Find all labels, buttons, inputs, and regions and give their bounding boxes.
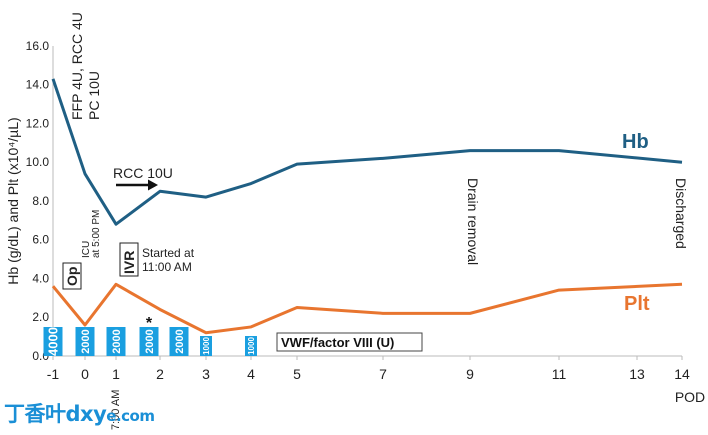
factor-legend-label: VWF/factor VIII (U) [281, 335, 394, 350]
x-tick-label: 9 [466, 366, 474, 382]
x-tick-label: 5 [293, 366, 301, 382]
factor-bar-label: 1000 [247, 337, 256, 355]
y-tick-label: 10.0 [26, 155, 50, 169]
x-tick-label: 1 [112, 366, 120, 382]
factor-bar [169, 327, 189, 356]
factor-bar [200, 336, 212, 356]
series-lines [51, 78, 683, 335]
time-note: 7:00 AM [110, 390, 122, 430]
x-tick-label: 2 [156, 366, 164, 382]
factor-legend-box [276, 332, 423, 352]
op-label: Op [64, 267, 80, 286]
discharged-note: Discharged [673, 178, 689, 249]
y-tick-label: 4.0 [32, 271, 49, 285]
y-tick-label: 2.0 [32, 310, 49, 324]
x-tick-label: 14 [674, 366, 690, 382]
y-tick-label: 12.0 [26, 116, 50, 130]
factor-bar [75, 327, 95, 356]
series-label-plt: Plt [624, 293, 650, 315]
series-label-hb: Hb [622, 131, 649, 153]
annotations: FFP 4U, RCC 4U PC 10U RCC 10U Op ICU at … [62, 12, 689, 430]
watermark-main: 丁香叶dxy [4, 402, 107, 426]
y-axis-label: Hb (g/dL) and Plt (x10⁴/µL) [5, 117, 21, 284]
factor-bar [139, 327, 159, 356]
series-line-hb [51, 78, 683, 226]
watermark-domain: e.com [106, 407, 155, 425]
series-line-plt [51, 282, 683, 335]
factor-bar [106, 327, 126, 356]
factor-bar [245, 336, 257, 356]
transfusion-note-line1: FFP 4U, RCC 4U [69, 12, 85, 120]
factor-bar-label: 2000 [144, 329, 156, 353]
x-tick-label: 0 [81, 366, 89, 382]
y-tick-label: 6.0 [32, 233, 49, 247]
factor-bar-label: 2000 [80, 329, 92, 353]
rcc-arrow-head [148, 179, 158, 191]
y-ticks: 0.02.04.06.08.010.012.014.016.0 [26, 39, 50, 363]
ivr-note-line2: 11:00 AM [142, 260, 192, 274]
series-labels: Hb Plt [622, 131, 650, 315]
rcc-note: RCC 10U [113, 165, 173, 181]
factor-bars: 4000 2000 2000 2000 2000 1000 1000 [43, 327, 257, 356]
x-tick-label: 11 [552, 366, 567, 382]
x-tick-label: 7 [379, 366, 387, 382]
ivr-box [119, 242, 139, 277]
x-tick-label: 13 [629, 366, 645, 382]
op-box [62, 262, 82, 290]
icu-note-line2: at 5:00 PM [91, 210, 102, 258]
y-tick-label: 16.0 [26, 39, 50, 53]
x-ticks: -1 0 1 2 3 4 5 7 9 11 13 14 [47, 356, 690, 382]
transfusion-note-line2: PC 10U [86, 71, 102, 120]
drain-note: Drain removal [465, 178, 481, 265]
icu-note-line1: ICU [81, 241, 92, 258]
ivr-note-line1: Started at [142, 246, 195, 260]
watermark: 丁香叶dxye.com [4, 398, 155, 428]
x-tick-label: 3 [202, 366, 210, 382]
factor-bar-label: 2000 [111, 329, 123, 353]
x-tick-label: 4 [247, 366, 255, 382]
x-axis-label: POD [675, 389, 705, 405]
factor-bar-label: 1000 [202, 337, 211, 355]
x-tick-label: -1 [47, 366, 60, 382]
y-tick-label: 8.0 [32, 194, 49, 208]
asterisk-mark: * [146, 315, 153, 332]
y-tick-label: 14.0 [26, 78, 50, 92]
factor-bar-label: 4000 [46, 327, 61, 356]
factor-bar [43, 327, 63, 356]
factor-bar-label: 2000 [174, 329, 186, 353]
ivr-label: IVR [121, 251, 137, 274]
